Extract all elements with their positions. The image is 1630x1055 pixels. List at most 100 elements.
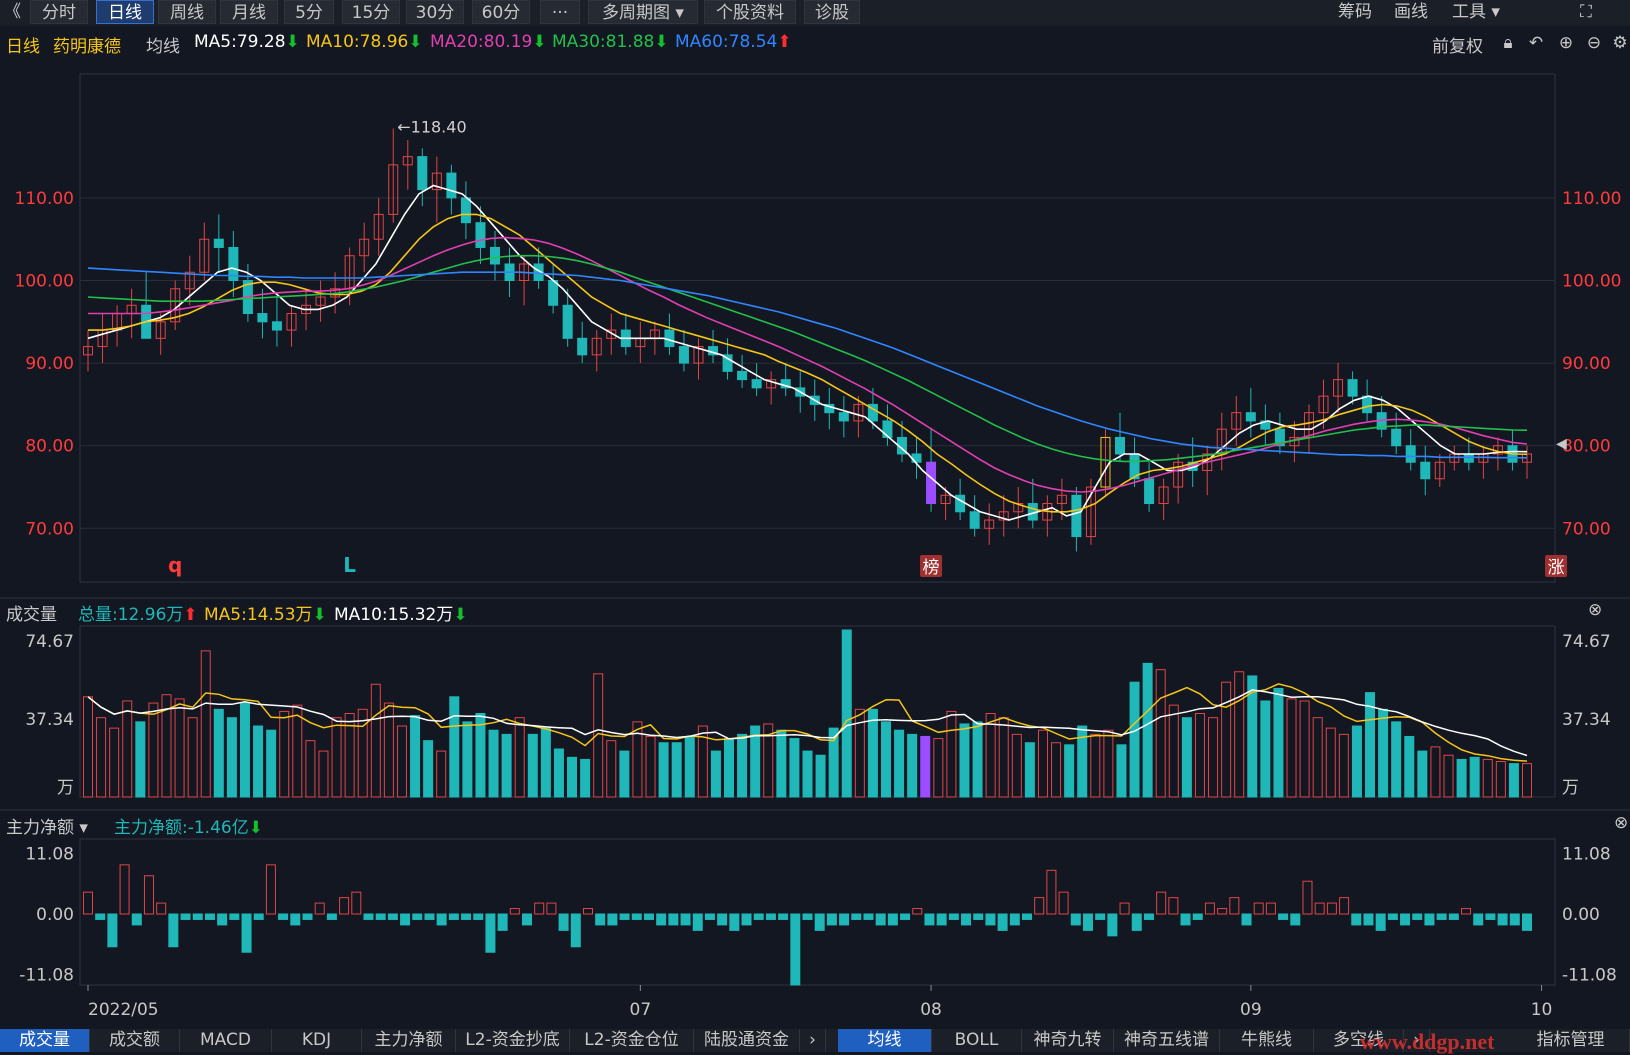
overlay-tab-6[interactable]: › (1404, 1029, 1430, 1052)
flow-bar (790, 913, 801, 986)
volume-bar (357, 708, 368, 798)
indicator-tab-7[interactable]: 陆股通资金 (694, 1029, 800, 1052)
candle-body (533, 263, 544, 282)
volume-bar (488, 729, 499, 798)
zoom-in-icon[interactable]: ⊕ (1558, 33, 1574, 53)
tool-draw-button[interactable]: 画线 (1394, 2, 1428, 22)
indicator-tab-2[interactable]: MACD (180, 1029, 272, 1052)
undo-icon[interactable]: ↶ (1528, 33, 1544, 53)
volume-bar (580, 758, 591, 798)
volume-bar (1365, 692, 1376, 798)
candle-body (1391, 428, 1402, 447)
lock-icon[interactable]: 🔒︎ (1503, 33, 1513, 53)
flow-bar (1375, 913, 1386, 931)
volume-bar (161, 694, 172, 798)
flow-bar (180, 913, 191, 920)
indicator-tab-3[interactable]: KDJ (272, 1029, 362, 1052)
flow-bar (229, 913, 240, 920)
flow-bar (631, 913, 642, 920)
flow-bar (473, 913, 484, 920)
tab-5[interactable]: 15分 (342, 0, 400, 24)
overlay-tab-3[interactable]: 神奇五线谱 (1114, 1029, 1220, 1052)
x-tick-label: 08 (920, 1000, 942, 1020)
tool-tools-menu[interactable]: 工具 ▾ (1452, 2, 1500, 22)
tab-8[interactable]: ··· (540, 0, 580, 24)
tab-7[interactable]: 60分 (472, 0, 530, 24)
volume-y-tick-left: 37.34 (25, 710, 74, 730)
flow-bar (546, 902, 557, 915)
candle-body (1216, 428, 1227, 455)
gear-icon[interactable]: ⚙ (1612, 33, 1628, 53)
adjust-mode[interactable]: 前复权 (1432, 37, 1483, 57)
candle-body (1115, 436, 1126, 455)
tab-0[interactable]: 分时 (30, 0, 88, 24)
flow-bar (497, 913, 508, 931)
volume-bar (632, 721, 643, 798)
candle-body (460, 197, 471, 224)
overlay-tab-1[interactable]: BOLL (932, 1029, 1022, 1052)
overlay-tab-4[interactable]: 牛熊线 (1220, 1029, 1314, 1052)
close-icon[interactable]: ⊗ (1614, 813, 1629, 833)
tab-10[interactable]: 个股资料 (704, 0, 796, 24)
volume-bar (972, 721, 983, 798)
signal-marker: L (343, 553, 356, 577)
tab-11[interactable]: 诊股 (804, 0, 860, 24)
volume-bar (933, 738, 944, 798)
indicator-tab-4[interactable]: 主力净额 (362, 1029, 456, 1052)
flow-bar (217, 913, 228, 926)
overlay-tab-5[interactable]: 多空线 (1314, 1029, 1404, 1052)
flow-bar (1314, 902, 1325, 915)
candle-body (722, 354, 733, 372)
volume-bar (370, 683, 381, 798)
indicator-tab-5[interactable]: L2-资金抄底 (456, 1029, 570, 1052)
volume-bar (1378, 708, 1389, 798)
flow-y-tick-right: 0.00 (1562, 905, 1600, 925)
volume-bar (514, 717, 525, 798)
indicator-tab-1[interactable]: 成交额 (90, 1029, 180, 1052)
volume-bar (1064, 744, 1075, 798)
volume-bar (841, 629, 852, 798)
candle-body (1274, 428, 1285, 447)
volume-bar (279, 710, 290, 798)
volume-y-tick-left: 74.67 (25, 632, 74, 652)
double-chevron-left-icon[interactable]: 《 (4, 2, 21, 22)
volume-bar (1155, 669, 1166, 798)
volume-bar (671, 742, 682, 798)
candle-body (271, 321, 282, 331)
flow-bar (1265, 902, 1276, 915)
volume-bar (1037, 729, 1048, 798)
indicator-tab-6[interactable]: L2-资金仓位 (570, 1029, 694, 1052)
zoom-out-icon[interactable]: ⊖ (1586, 33, 1602, 53)
flow-bar (1448, 913, 1459, 920)
volume-bar (1299, 700, 1310, 798)
flow-bar (412, 913, 423, 920)
volume-bar (645, 735, 656, 798)
tab-2[interactable]: 周线 (158, 0, 216, 24)
indicator-tab-8[interactable]: › (800, 1029, 826, 1052)
tab-6[interactable]: 30分 (406, 0, 464, 24)
x-tick-label: 10 (1531, 1000, 1553, 1020)
candle-body (315, 296, 326, 306)
candle-body (969, 511, 980, 529)
indicator-tab-0[interactable]: 成交量 (0, 1029, 90, 1052)
stock-name: 药明康德 (53, 37, 121, 57)
close-icon[interactable]: ⊗ (1588, 600, 1603, 620)
flow-bar (1241, 913, 1252, 926)
tab-4[interactable]: 5分 (284, 0, 334, 24)
overlay-tab-2[interactable]: 神奇九转 (1022, 1029, 1114, 1052)
tab-9[interactable]: 多周期图 ▾ (588, 0, 698, 24)
price-annotation: ←118.40 (397, 118, 466, 137)
tab-1[interactable]: 日线 (96, 0, 154, 24)
fullscreen-icon[interactable]: ⛶ (1580, 2, 1592, 22)
overlay-tab-0[interactable]: 均线 (838, 1029, 932, 1052)
flow-indicator-select[interactable]: 主力净额 ▾ (6, 818, 88, 838)
volume-bar (462, 721, 473, 798)
overlay-tab-7[interactable]: 指标管理 (1512, 1029, 1630, 1052)
volume-bar (527, 733, 538, 798)
volume-total: 总量:12.96万⬆ (78, 605, 198, 625)
period-label: 日线 (6, 37, 40, 57)
tab-3[interactable]: 月线 (220, 0, 278, 24)
tool-chips-button[interactable]: 筹码 (1338, 2, 1372, 22)
down-arrow-icon: ⬇ (408, 32, 423, 52)
